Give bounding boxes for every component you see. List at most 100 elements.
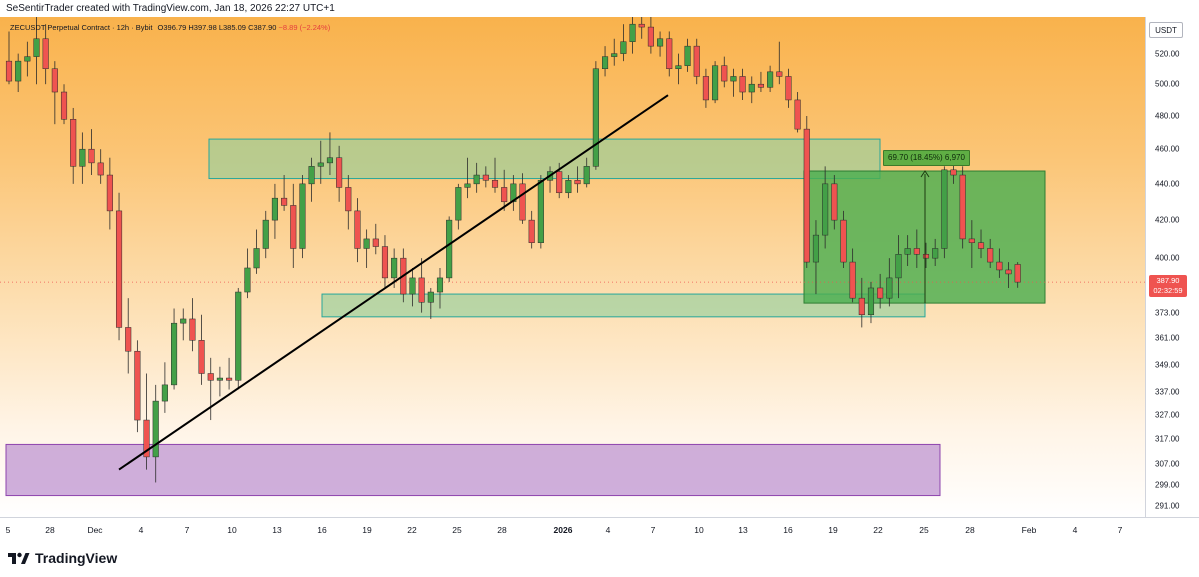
candle-body (161, 384, 168, 402)
candle (822, 166, 829, 249)
trendline (118, 94, 669, 471)
candle (757, 71, 764, 93)
candle (482, 166, 489, 188)
candle-body (171, 322, 178, 386)
candle (574, 166, 581, 193)
candle-body (5, 60, 13, 82)
chart-plot-area[interactable]: ZECUSDT Perpetual Contract · 12h · Bybit… (0, 17, 1145, 517)
candle (60, 84, 68, 125)
candle-body (748, 83, 755, 93)
candle (730, 68, 737, 97)
candle-body (491, 180, 499, 188)
candle-body (592, 68, 599, 167)
candle (171, 308, 178, 390)
candle (611, 38, 618, 66)
candle (620, 24, 627, 62)
price-tick-label: 373.00 (1155, 308, 1180, 318)
legend-symbol: ZECUSDT Perpetual Contract · 12h · Bybit (10, 23, 153, 32)
candle-body (629, 23, 636, 42)
candle (381, 235, 389, 288)
candle-body (482, 174, 489, 181)
tradingview-brand[interactable]: TradingView (8, 548, 117, 568)
candle (510, 175, 517, 211)
candle (271, 183, 278, 239)
candle-body (877, 287, 884, 299)
candle (418, 258, 425, 313)
candle (987, 238, 994, 268)
candle-body (299, 183, 306, 249)
legend-open: O396.79 (157, 23, 187, 32)
candle-body (1014, 264, 1021, 283)
time-tick-label: 13 (738, 525, 748, 535)
candle-body (97, 162, 104, 176)
candle-body (464, 183, 471, 188)
time-tick-label: 2026 (553, 525, 573, 535)
candle-body (244, 267, 251, 293)
candle (840, 210, 847, 268)
zones-layer (0, 138, 1145, 497)
currency-unit-button[interactable]: USDT (1149, 22, 1183, 38)
candle (326, 132, 333, 176)
price-tick-label: 349.00 (1155, 360, 1180, 369)
time-axis[interactable]: 5 28 Dec 4 7 10 13 16 19 22 25 28 2026 4 7 10 13 16 19 22 25… (0, 517, 1199, 542)
candle-body (757, 83, 764, 88)
candle-body (537, 180, 544, 243)
candle-body (675, 65, 682, 70)
candle (198, 314, 205, 385)
tradingview-wordmark: TradingView (35, 550, 118, 566)
candle-body (418, 277, 425, 303)
candle-body (79, 148, 86, 167)
time-tick-label: 5 (5, 525, 11, 535)
time-tick-label: Dec (87, 525, 103, 535)
time-tick-label: 4 (605, 525, 611, 535)
candle (968, 220, 975, 268)
candle (996, 248, 1003, 278)
price-axis[interactable]: 520.00 500.00 480.00 460.00 440.00 420.00 400.… (1145, 17, 1199, 517)
candle-body (684, 45, 691, 66)
candle (932, 238, 939, 267)
candle (592, 61, 599, 170)
candle (125, 298, 132, 374)
candle (657, 31, 664, 57)
candle-body (556, 171, 563, 194)
candle (152, 384, 159, 483)
candle-body (143, 419, 150, 458)
candlestick-chart[interactable] (0, 17, 1145, 517)
candle (308, 157, 315, 202)
candle (464, 157, 471, 199)
candle-body (996, 261, 1003, 271)
candle (684, 38, 691, 72)
candle-body (712, 65, 719, 101)
candle (79, 132, 86, 184)
candle-body (326, 157, 333, 164)
candle-body (88, 148, 95, 164)
candle-body (968, 238, 975, 243)
candle (115, 192, 123, 341)
candle-body (42, 38, 49, 70)
legend-low: L385.09 (218, 23, 246, 32)
candle (345, 175, 352, 230)
candle-body (106, 174, 113, 212)
candle-body (216, 377, 223, 381)
candle-body (812, 234, 820, 263)
candle-body (602, 56, 609, 70)
current-price-tag: 387.90 02:32:59 (1149, 275, 1187, 297)
candle-body (501, 187, 508, 203)
candle-body (565, 180, 572, 194)
price-tick-label: 440.00 (1155, 179, 1180, 189)
candle (427, 287, 434, 319)
demand-zone (5, 443, 941, 497)
candle (702, 68, 709, 108)
candle-body (290, 205, 297, 249)
candle (455, 183, 462, 230)
candle-body (767, 71, 774, 88)
candle-body (152, 400, 159, 458)
time-tick-label: Feb (1021, 525, 1037, 535)
candle-body (895, 254, 902, 279)
candle-body (473, 174, 480, 185)
time-tick-label: 28 (497, 525, 507, 535)
candle-body (932, 248, 939, 259)
candle-body (33, 38, 40, 57)
symbol-legend: ZECUSDT Perpetual Contract · 12h · Bybit… (10, 23, 330, 32)
candle (776, 41, 783, 85)
